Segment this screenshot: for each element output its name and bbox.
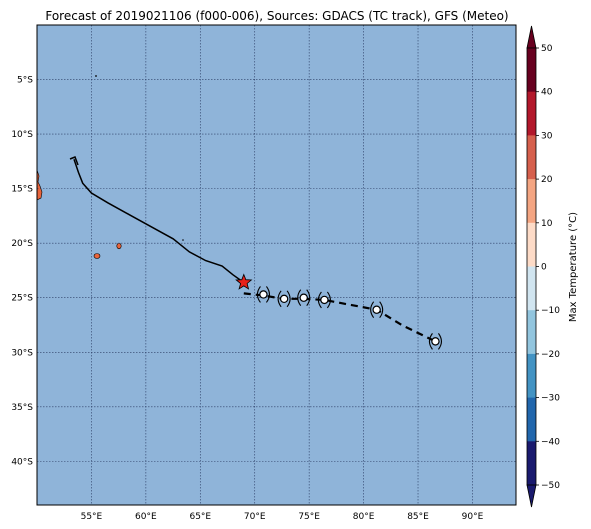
lon-tick-label: 60°E [135, 512, 157, 522]
lat-tick-label: 10°S [11, 130, 33, 140]
colorbar-tick-label: 40 [541, 88, 553, 98]
figure-title: Forecast of 2019021106 (f000-006), Sourc… [45, 9, 508, 23]
colorbar-segment [527, 310, 536, 355]
colorbar-tick-label: −30 [541, 394, 560, 404]
colorbar-tick-label: 0 [541, 263, 547, 273]
lon-tick-label: 85°E [407, 512, 429, 522]
axis-tick-labels: 55°E 60°E 65°E 70°E 75°E 80°E 85°E 90°E 5°S 10°S 1… [11, 76, 483, 522]
colorbar-segment [527, 179, 536, 224]
colorbar-segment [527, 441, 536, 486]
madagascar-coast [36, 169, 43, 201]
colorbar-tick-label: −50 [541, 481, 560, 491]
past-track-hook [69, 156, 79, 166]
current-position-star [235, 273, 253, 290]
past-track-line [73, 158, 245, 284]
colorbar-max-extend [526, 25, 537, 49]
colorbar-segment [527, 135, 536, 180]
colorbar-segment [527, 222, 536, 267]
reunion-island [93, 253, 101, 259]
forecast-track-line [243, 292, 436, 343]
mauritius-island [116, 242, 122, 250]
colorbar-segment [527, 397, 536, 442]
colorbar-min-extend [526, 484, 537, 508]
colorbar-tick-label: 50 [541, 44, 553, 54]
ocean-background [37, 25, 516, 505]
forecast-cyclone-symbols [256, 286, 442, 350]
lon-tick-label: 80°E [353, 512, 375, 522]
colorbar-tick-label: 30 [541, 131, 553, 141]
colorbar-tick-label: −20 [541, 350, 560, 360]
map-frame [36, 24, 517, 506]
cyclone-symbol-icon [256, 286, 270, 303]
colorbar: 50 40 30 20 10 0 −10 −20 −30 −40 −50 [526, 25, 560, 508]
colorbar-label: Max Temperature (°C) [568, 212, 579, 322]
lon-tick-label: 75°E [298, 512, 320, 522]
lat-tick-label: 30°S [11, 348, 33, 358]
lat-tick-label: 5°S [17, 76, 33, 86]
lon-tick-label: 65°E [189, 512, 211, 522]
colorbar-tick-label: 10 [541, 219, 553, 229]
colorbar-segment [527, 266, 536, 311]
colorbar-segment [527, 353, 536, 399]
cyclone-symbol-icon [297, 289, 311, 307]
lat-tick-label: 40°S [11, 457, 33, 467]
cyclone-symbol-icon [370, 301, 384, 319]
lat-tick-label: 20°S [11, 239, 33, 249]
colorbar-segment [527, 48, 536, 93]
colorbar-tick-label: −40 [541, 437, 560, 447]
cyclone-symbol-icon [428, 333, 442, 350]
land-masses [36, 75, 184, 259]
lat-tick-label: 25°S [11, 294, 33, 304]
lon-tick-label: 90°E [462, 512, 484, 522]
lat-tick-label: 15°S [11, 185, 33, 195]
graticule [37, 25, 516, 505]
tc-tracks [69, 156, 442, 350]
lat-tick-label: 35°S [11, 403, 33, 413]
cyclone-symbol-icon [317, 291, 331, 309]
colorbar-segment [527, 91, 536, 136]
lon-tick-label: 55°E [81, 512, 103, 522]
seychelles-dot [95, 75, 97, 77]
agalega-dot [182, 239, 184, 241]
cyclone-symbol-icon [277, 290, 291, 308]
colorbar-tick-label: −10 [541, 306, 560, 316]
map-panel: 55°E 60°E 65°E 70°E 75°E 80°E 85°E 90°E 5°S 10°S 1… [11, 24, 517, 522]
colorbar-tick-label: 20 [541, 175, 553, 185]
lon-tick-label: 70°E [244, 512, 266, 522]
